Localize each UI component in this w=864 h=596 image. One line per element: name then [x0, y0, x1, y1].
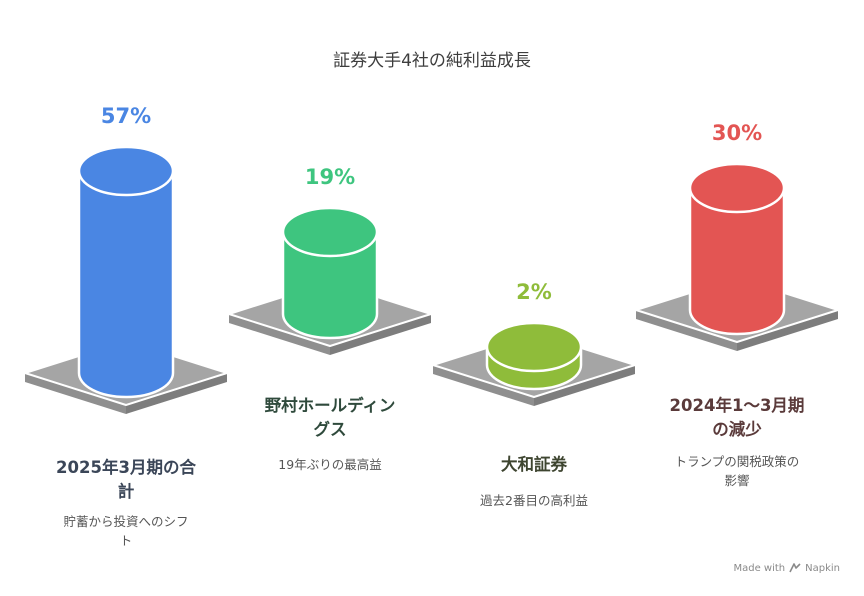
category-label: 野村ホールディン [265, 395, 396, 415]
bar-top [688, 162, 786, 214]
base-plate-left-side [229, 314, 330, 355]
value-label: 19% [305, 165, 355, 189]
footer: Made with Napkin [733, 562, 840, 574]
category-subtext: 貯蓄から投資へのシフ [63, 514, 188, 529]
bar-top [77, 145, 175, 197]
value-label: 2% [516, 280, 552, 304]
bar-top [281, 206, 379, 258]
value-label: 57% [101, 104, 151, 128]
base-plate-right-side [126, 373, 227, 414]
category-subtext: ト [120, 533, 133, 548]
base-plate-right-side [330, 314, 431, 355]
bar-body [281, 230, 379, 340]
category-subtext: 影響 [724, 473, 749, 488]
base-plate-right-side [534, 365, 635, 406]
category-label: グス [314, 419, 347, 439]
category-label: 2025年3月期の合 [56, 457, 196, 477]
category-subtext: トランプの関税政策の [675, 454, 800, 469]
value-label: 30% [712, 121, 762, 145]
made-with-label: Made with [733, 562, 786, 574]
bar-body [688, 186, 786, 336]
bar-body [77, 169, 175, 399]
category-label: 計 [118, 481, 135, 501]
napkin-brand-label: Napkin [805, 562, 840, 574]
base-plate-left-side [636, 310, 737, 351]
category-label: の減少 [712, 419, 762, 439]
category-subtext: 過去2番目の高利益 [480, 493, 588, 508]
category-label: 2024年1〜3月期 [670, 395, 805, 415]
napkin-logo-icon [789, 563, 801, 573]
base-plate-left-side [25, 373, 126, 414]
chart-marks: 57%2025年3月期の合計貯蓄から投資へのシフト19%野村ホールディングス19… [24, 104, 839, 548]
category-subtext: 19年ぶりの最高益 [278, 457, 381, 472]
bar-top [485, 321, 583, 373]
base-plate-left-side [433, 365, 534, 406]
chart-title: 証券大手4社の純利益成長 [333, 51, 531, 71]
category-label: 大和証券 [501, 454, 568, 474]
base-plate-right-side [737, 310, 838, 351]
